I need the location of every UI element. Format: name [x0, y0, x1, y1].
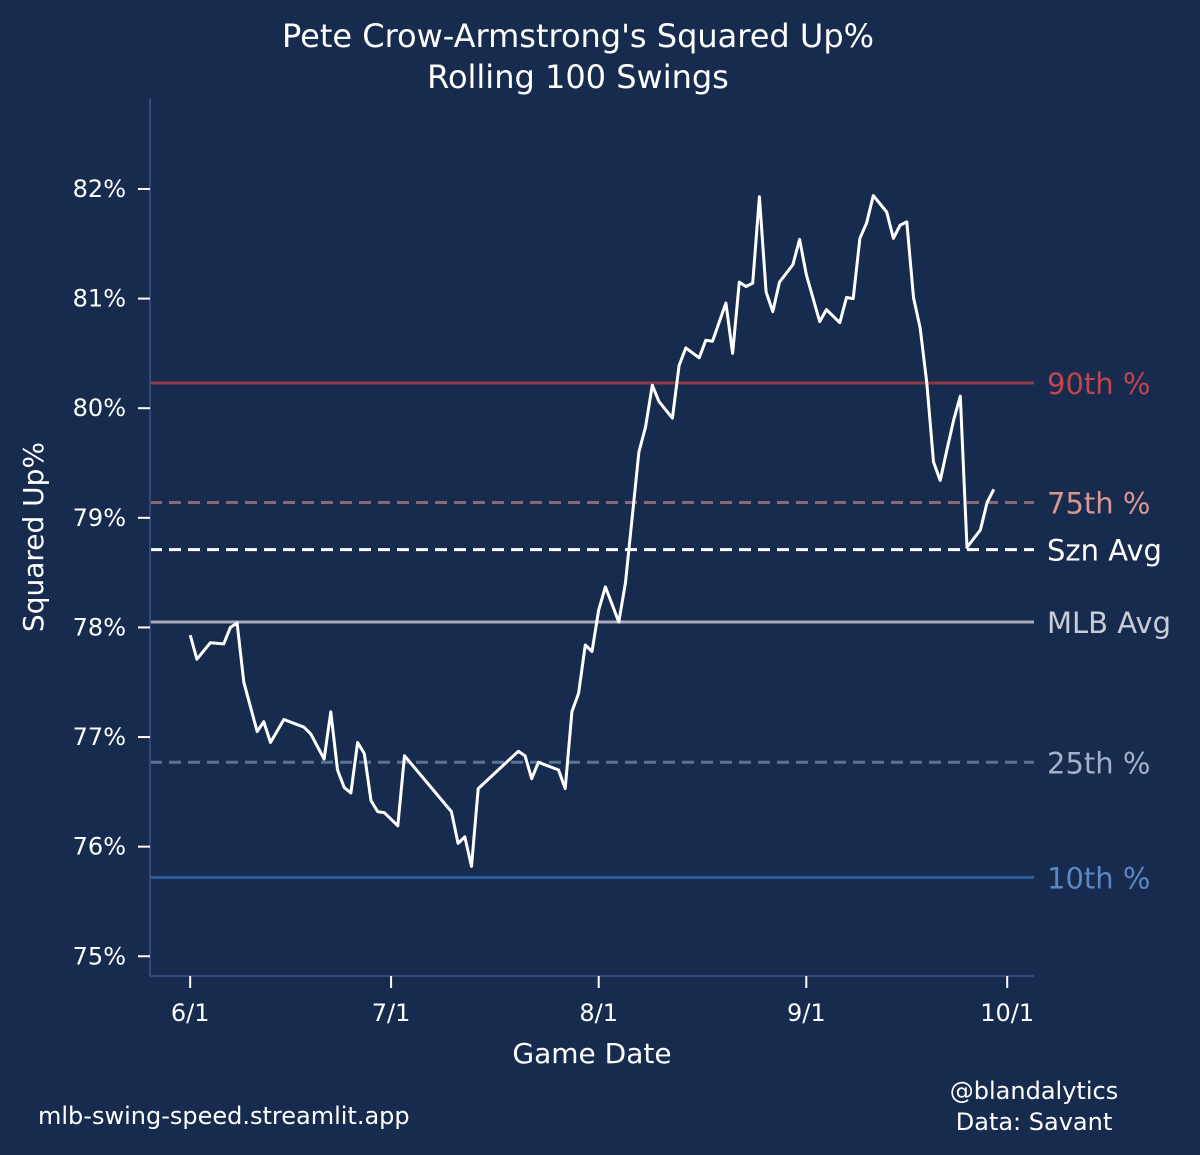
series-line	[188, 194, 996, 868]
axes	[149, 98, 1034, 977]
y-tick-label: 80%	[73, 394, 126, 422]
reference-line-label: Szn Avg	[1047, 534, 1162, 568]
reference-line-label: MLB Avg	[1047, 606, 1171, 640]
chart-title: Pete Crow-Armstrong's Squared Up%	[282, 17, 874, 55]
reference-line-label: 25th %	[1047, 746, 1150, 780]
chart-subtitle: Rolling 100 Swings	[427, 58, 729, 96]
x-tick-label: 8/1	[579, 999, 618, 1027]
footer-handle: @blandalytics	[950, 1077, 1118, 1105]
reference-line-label: 90th %	[1047, 367, 1150, 401]
y-tick-label: 79%	[73, 504, 126, 532]
ticks: 75% 76% 77% 78% 79% 80% 81% 82% 6/1 7/1 8/1 9/1 10/1	[73, 175, 1035, 1027]
series	[188, 194, 996, 868]
y-axis-label: Squared Up%	[17, 442, 50, 632]
footer-site: mlb-swing-speed.streamlit.app	[38, 1102, 410, 1130]
y-tick-label: 82%	[73, 175, 126, 203]
footer-source: Data: Savant	[956, 1108, 1113, 1136]
y-tick-label: 77%	[73, 723, 126, 751]
x-tick-label: 6/1	[171, 999, 210, 1027]
reference-lines: 90th % 75th % Szn Avg MLB Avg 25th % 10th %	[150, 367, 1171, 895]
reference-line-label: 75th %	[1047, 486, 1150, 520]
x-tick-label: 10/1	[980, 999, 1034, 1027]
y-tick-label: 76%	[73, 833, 126, 861]
x-tick-label: 7/1	[372, 999, 411, 1027]
x-axis-label: Game Date	[512, 1037, 671, 1070]
y-tick-label: 81%	[73, 285, 126, 313]
x-tick-label: 9/1	[787, 999, 826, 1027]
y-tick-label: 75%	[73, 942, 126, 970]
y-tick-label: 78%	[73, 613, 126, 641]
reference-line-label: 10th %	[1047, 861, 1150, 895]
